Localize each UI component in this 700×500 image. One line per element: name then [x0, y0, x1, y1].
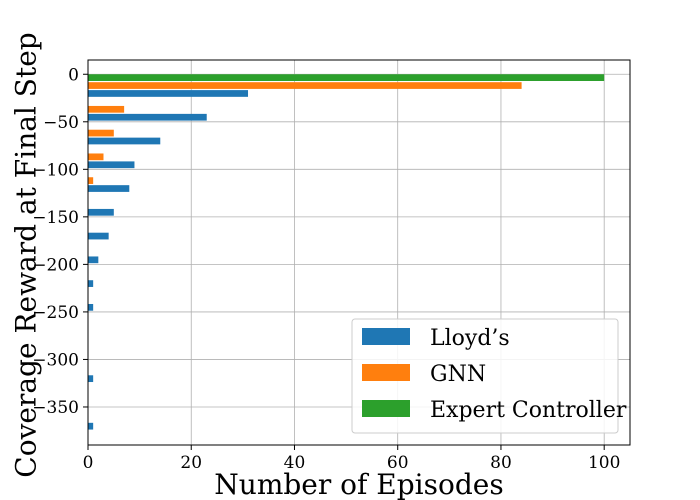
axis-ticks: 0 20 40 60 80 100 0 −50 −100 −150 −200 −250 −300 −350	[32, 65, 620, 473]
x-tick-label-0: 0	[83, 453, 94, 473]
bar-gnn-1	[88, 105, 125, 113]
bar-lloyd-s-8	[88, 280, 94, 287]
x-tick-label-5: 100	[588, 453, 620, 473]
bar-lloyd-s-5	[88, 208, 114, 216]
legend-swatch-expert-controller	[362, 400, 410, 417]
bar-lloyd-s-14	[88, 422, 94, 430]
x-tick-label-3: 60	[387, 453, 409, 473]
bar-gnn-4	[88, 177, 94, 184]
legend-swatch-gnn	[362, 364, 410, 381]
legend-box	[351, 318, 619, 434]
bar-lloyd-s-7	[88, 256, 99, 264]
bar-lloyd-s-12	[88, 375, 94, 383]
bar-lloyd-s-0	[88, 90, 249, 97]
y-tick-label-7: −350	[32, 398, 79, 418]
bar-lloyd-s-3	[88, 161, 135, 169]
y-tick-label-6: −300	[32, 350, 79, 370]
x-axis-title: Number of Episodes	[214, 468, 503, 500]
x-tick-label-4: 80	[490, 453, 512, 473]
bar-gnn-0	[88, 82, 522, 89]
y-tick-label-2: −100	[32, 160, 79, 180]
y-tick-label-4: −200	[32, 255, 79, 275]
y-tick-label-5: −250	[32, 303, 79, 323]
bar-gnn-2	[88, 129, 114, 137]
bars	[88, 74, 605, 430]
y-tick-label-1: −50	[43, 113, 79, 133]
x-tick-label-2: 40	[284, 453, 306, 473]
bar-lloyd-s-6	[88, 232, 109, 240]
x-tick-label-1: 20	[180, 453, 202, 473]
legend-swatch-lloyds	[362, 328, 410, 345]
legend-label-lloyds: Lloyd’s	[430, 326, 510, 351]
y-axis-title: Coverage Reward at Final Step	[10, 32, 43, 477]
y-tick-label-0: 0	[68, 65, 79, 85]
plot-frame	[87, 59, 631, 446]
bar-lloyd-s-4	[88, 185, 130, 192]
bar-gnn-3	[88, 153, 104, 161]
bar-lloyd-s-2	[88, 137, 161, 145]
bar-lloyd-s-1	[88, 113, 207, 121]
legend: Lloyd’s GNN Expert Controller	[351, 318, 627, 434]
bar-lloyd-s-9	[88, 303, 94, 311]
y-tick-label-3: −150	[32, 208, 79, 228]
legend-label-gnn: GNN	[430, 362, 486, 387]
bar-expert-controller-0	[88, 74, 605, 81]
legend-label-expert-controller: Expert Controller	[430, 398, 627, 423]
